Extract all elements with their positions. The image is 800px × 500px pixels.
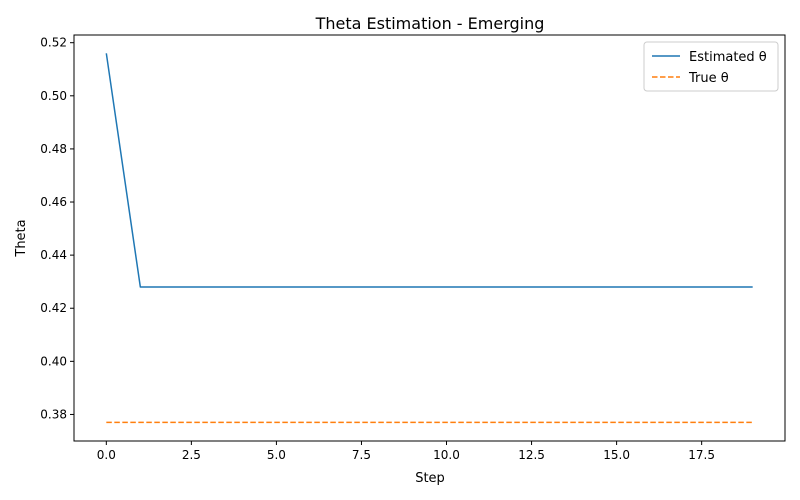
- y-tick-label: 0.50: [40, 89, 67, 103]
- x-tick-label: 5.0: [267, 448, 286, 462]
- plot-area: [74, 35, 785, 441]
- y-tick-label: 0.38: [40, 407, 67, 421]
- y-tick-label: 0.44: [40, 248, 67, 262]
- chart-title: Theta Estimation - Emerging: [315, 14, 545, 33]
- legend-box: [643, 41, 779, 92]
- legend: Estimated θ True θ: [643, 41, 779, 92]
- x-axis: 0.0 2.5 5.0 7.5 10.0 12.5 15.0 17.5: [97, 441, 715, 462]
- y-axis: 0.38 0.40 0.42 0.44 0.46 0.48 0.50 0.52: [40, 36, 74, 421]
- legend-label-true: True θ: [688, 71, 729, 86]
- x-tick-label: 10.0: [433, 448, 460, 462]
- plot-frame: [73, 34, 786, 442]
- y-tick-label: 0.42: [40, 301, 67, 315]
- series-line-0: [105, 53, 753, 288]
- x-tick-label: 17.5: [688, 448, 715, 462]
- x-tick-label: 7.5: [352, 448, 371, 462]
- y-axis-label: Theta: [14, 219, 29, 257]
- x-axis-label: Step: [415, 471, 445, 486]
- y-tick-label: 0.40: [40, 354, 67, 368]
- series-layer: [105, 53, 753, 424]
- y-tick-label: 0.46: [40, 195, 67, 209]
- x-tick-label: 12.5: [518, 448, 545, 462]
- y-tick-label: 0.48: [40, 142, 67, 156]
- x-tick-label: 2.5: [182, 448, 201, 462]
- x-tick-label: 15.0: [603, 448, 630, 462]
- y-tick-label: 0.52: [40, 36, 67, 50]
- x-tick-label: 0.0: [97, 448, 116, 462]
- legend-label-estimated: Estimated θ: [689, 50, 767, 65]
